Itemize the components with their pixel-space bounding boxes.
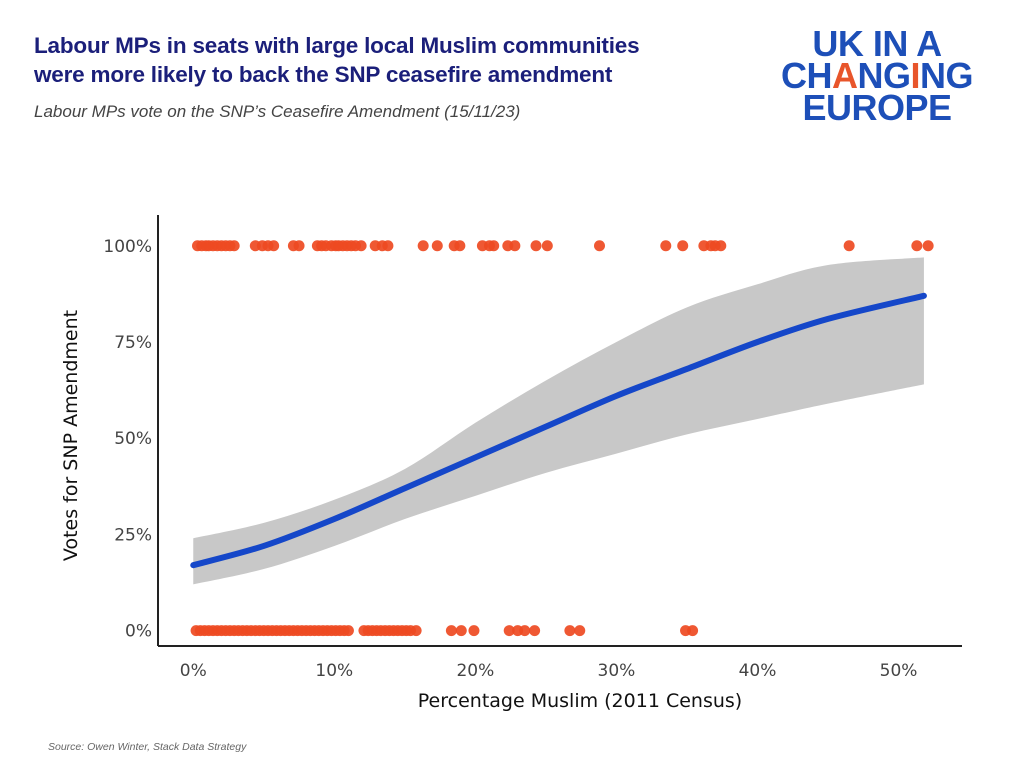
chart-title-line-1: Labour MPs in seats with large local Mus… <box>34 33 640 58</box>
chart-title-line-2: were more likely to back the SNP ceasefi… <box>34 62 613 87</box>
data-point <box>922 240 934 252</box>
y-tick-label: 50% <box>114 429 152 449</box>
logo-text: NG <box>857 55 911 96</box>
axes <box>157 215 962 647</box>
data-point <box>431 240 443 252</box>
fit-line <box>190 292 927 569</box>
data-point <box>530 240 542 252</box>
data-point <box>843 240 855 252</box>
data-point <box>228 240 240 252</box>
chart-title: Labour MPs in seats with large local Mus… <box>34 31 754 89</box>
x-tick-label: 20% <box>456 661 494 681</box>
data-point <box>355 240 367 252</box>
data-point <box>574 625 586 637</box>
logo-line-2: CHANGING <box>762 58 992 94</box>
data-point <box>503 625 515 637</box>
data-point <box>660 240 672 252</box>
x-tick-labels: 0% 10% 20% 30% 40% 50% <box>180 661 918 681</box>
data-point <box>455 625 467 637</box>
logo-line-3: EUROPE <box>802 87 952 128</box>
data-point <box>382 240 394 252</box>
x-tick-label: 0% <box>180 661 207 681</box>
logo-text: CH <box>780 55 833 96</box>
data-point <box>417 240 429 252</box>
data-point <box>342 625 354 637</box>
data-point <box>687 625 699 637</box>
data-point <box>445 625 457 637</box>
x-axis-label: Percentage Muslim (2011 Census) <box>418 690 742 712</box>
data-point <box>677 240 689 252</box>
data-point <box>488 240 500 252</box>
logo-line-1: UK IN A <box>812 23 942 64</box>
uk-in-a-changing-europe-logo: UK IN A CHANGING EUROPE <box>762 23 992 128</box>
data-point <box>293 240 305 252</box>
data-point <box>715 240 727 252</box>
data-point <box>519 625 531 637</box>
source-note: Source: Owen Winter, Stack Data Strategy <box>48 741 247 753</box>
x-tick-label: 50% <box>880 661 918 681</box>
data-point <box>268 240 280 252</box>
data-point <box>468 625 480 637</box>
data-point <box>529 625 541 637</box>
y-axis-label: Votes for SNP Amendment <box>60 310 82 561</box>
data-point <box>564 625 576 637</box>
y-tick-label: 100% <box>103 237 152 257</box>
data-point <box>410 625 422 637</box>
logo-accent-text: I <box>910 55 920 96</box>
data-point <box>509 240 521 252</box>
y-tick-label: 75% <box>114 333 152 353</box>
data-point <box>593 240 605 252</box>
data-point <box>454 240 466 252</box>
points-layer <box>190 240 934 637</box>
data-point <box>541 240 553 252</box>
y-tick-label: 25% <box>114 525 152 545</box>
fit-line-layer <box>190 292 927 569</box>
x-tick-label: 40% <box>739 661 777 681</box>
logo-accent-text: A <box>831 55 858 96</box>
chart-subtitle: Labour MPs vote on the SNP’s Ceasefire A… <box>34 102 521 121</box>
x-tick-label: 30% <box>598 661 636 681</box>
y-tick-label: 0% <box>125 622 152 642</box>
logo-text: NG <box>920 55 974 96</box>
x-tick-label: 10% <box>315 661 353 681</box>
data-point <box>911 240 923 252</box>
y-tick-labels: 0% 25% 50% 75% 100% <box>103 237 152 642</box>
